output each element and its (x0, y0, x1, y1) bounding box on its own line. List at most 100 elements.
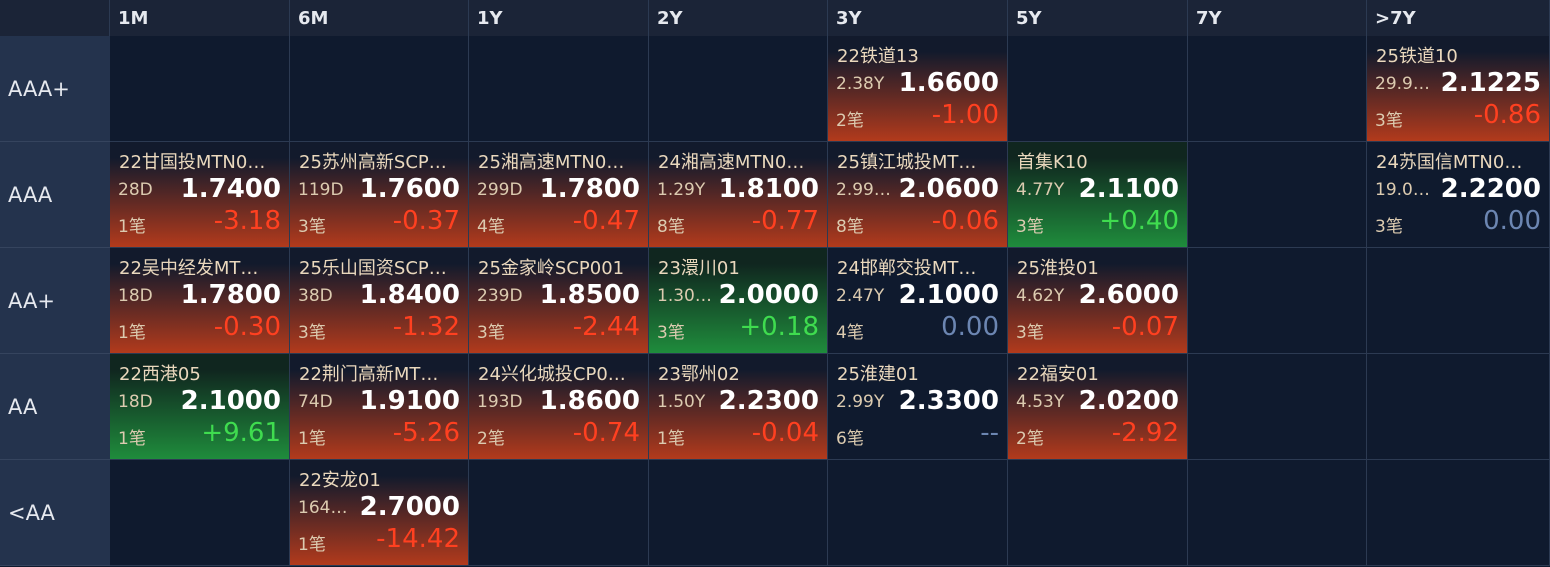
term: 19.0… (1375, 180, 1430, 200)
trade-count: 1笔 (118, 217, 146, 237)
change: -1.00 (931, 100, 999, 130)
bond-name: 24苏国信MTN0… (1376, 152, 1523, 173)
yield: 2.1000 (180, 386, 281, 416)
yield: 1.9100 (359, 386, 460, 416)
trade-count: 2笔 (477, 429, 505, 449)
yield: 2.1100 (1078, 174, 1179, 204)
bond-name: 25淮投01 (1017, 258, 1099, 279)
change: -2.44 (572, 312, 640, 342)
quote-cell: 23鄂州02 1.50Y 2.2300 1笔 -0.04 (649, 354, 828, 460)
quote-cell: 25镇江城投MT… 2.99… 2.0600 8笔 -0.06 (828, 142, 1008, 248)
column-header: 2Y (649, 0, 828, 36)
bond-name: 24邯郸交投MT… (837, 258, 977, 279)
trade-count: 1笔 (298, 429, 326, 449)
row-label: AA+ (0, 248, 110, 354)
bond-name: 24湘高速MTN0… (658, 152, 805, 173)
empty-cell (110, 36, 290, 142)
bond-name: 24兴化城投CP0… (478, 364, 626, 385)
quote-cell: 22荆门高新MT… 74D 1.9100 1笔 -5.26 (290, 354, 469, 460)
bond-name: 22安龙01 (299, 470, 381, 491)
trade-count: 8笔 (836, 217, 864, 237)
header-corner (0, 0, 110, 36)
empty-cell (649, 460, 828, 566)
trade-count: 3笔 (1016, 217, 1044, 237)
change: -- (980, 418, 999, 448)
quote-cell: 24邯郸交投MT… 2.47Y 2.1000 4笔 0.00 (828, 248, 1008, 354)
trade-count: 4笔 (836, 323, 864, 343)
empty-cell (649, 36, 828, 142)
bond-name: 22吴中经发MT… (119, 258, 259, 279)
yield: 2.1225 (1440, 68, 1541, 98)
quote-cell: 22福安01 4.53Y 2.0200 2笔 -2.92 (1008, 354, 1188, 460)
quote-cell: 22铁道13 2.38Y 1.6600 2笔 -1.00 (828, 36, 1008, 142)
term: 299D (477, 180, 523, 200)
yield: 1.8100 (718, 174, 819, 204)
quote-cell: 25淮建01 2.99Y 2.3300 6笔 -- (828, 354, 1008, 460)
yield: 1.6600 (898, 68, 999, 98)
trade-count: 3笔 (1375, 217, 1403, 237)
yield: 1.8500 (539, 280, 640, 310)
trade-count: 2笔 (836, 111, 864, 131)
trade-count: 2笔 (1016, 429, 1044, 449)
term: 193D (477, 392, 523, 412)
bond-name: 25镇江城投MT… (837, 152, 977, 173)
trade-count: 1笔 (118, 429, 146, 449)
yield: 2.6000 (1078, 280, 1179, 310)
trade-count: 3笔 (298, 217, 326, 237)
term: 2.38Y (836, 74, 885, 94)
row-label: AAA+ (0, 36, 110, 142)
empty-cell (469, 36, 649, 142)
quote-cell: 25苏州高新SCP… 119D 1.7600 3笔 -0.37 (290, 142, 469, 248)
empty-cell (110, 460, 290, 566)
quote-cell: 22安龙01 164… 2.7000 1笔 -14.42 (290, 460, 469, 566)
change: -2.92 (1111, 418, 1179, 448)
row-label: <AA (0, 460, 110, 566)
column-header: 3Y (828, 0, 1008, 36)
term: 4.62Y (1016, 286, 1065, 306)
quote-cell: 25湘高速MTN0… 299D 1.7800 4笔 -0.47 (469, 142, 649, 248)
term: 18D (118, 286, 153, 306)
empty-cell (1188, 354, 1367, 460)
quote-cell: 25淮投01 4.62Y 2.6000 3笔 -0.07 (1008, 248, 1188, 354)
change: -0.74 (572, 418, 640, 448)
empty-cell (1008, 36, 1188, 142)
quote-cell: 24苏国信MTN0… 19.0… 2.2200 3笔 0.00 (1367, 142, 1550, 248)
change: +0.18 (739, 312, 819, 342)
quote-cell: 22西港05 18D 2.1000 1笔 +9.61 (110, 354, 290, 460)
empty-cell (828, 460, 1008, 566)
quote-cell: 首集K10 4.77Y 2.1100 3笔 +0.40 (1008, 142, 1188, 248)
term: 2.99Y (836, 392, 885, 412)
quote-cell: 22甘国投MTN0… 28D 1.7400 1笔 -3.18 (110, 142, 290, 248)
quote-cell: 25金家岭SCP001 239D 1.8500 3笔 -2.44 (469, 248, 649, 354)
trade-count: 3笔 (657, 323, 685, 343)
empty-cell (469, 460, 649, 566)
column-header: 6M (290, 0, 469, 36)
term: 29.9… (1375, 74, 1430, 94)
trade-count: 4笔 (477, 217, 505, 237)
yield: 1.8600 (539, 386, 640, 416)
quote-cell: 25铁道10 29.9… 2.1225 3笔 -0.86 (1367, 36, 1550, 142)
trade-count: 3笔 (477, 323, 505, 343)
bond-name: 25湘高速MTN0… (478, 152, 625, 173)
yield: 2.0600 (898, 174, 999, 204)
row-label: AAA (0, 142, 110, 248)
term: 74D (298, 392, 333, 412)
quote-cell: 22吴中经发MT… 18D 1.7800 1笔 -0.30 (110, 248, 290, 354)
bond-name: 25乐山国资SCP… (299, 258, 447, 279)
term: 38D (298, 286, 333, 306)
empty-cell (1188, 142, 1367, 248)
change: -1.32 (392, 312, 460, 342)
trade-count: 1笔 (298, 535, 326, 555)
term: 119D (298, 180, 344, 200)
bond-name: 25苏州高新SCP… (299, 152, 447, 173)
term: 2.47Y (836, 286, 885, 306)
bond-name: 22西港05 (119, 364, 201, 385)
term: 1.29Y (657, 180, 706, 200)
column-header: 7Y (1188, 0, 1367, 36)
empty-cell (1188, 36, 1367, 142)
bond-name: 22福安01 (1017, 364, 1099, 385)
quote-cell: 24湘高速MTN0… 1.29Y 1.8100 8笔 -0.77 (649, 142, 828, 248)
bond-name: 22铁道13 (837, 46, 919, 67)
empty-cell (1367, 248, 1550, 354)
